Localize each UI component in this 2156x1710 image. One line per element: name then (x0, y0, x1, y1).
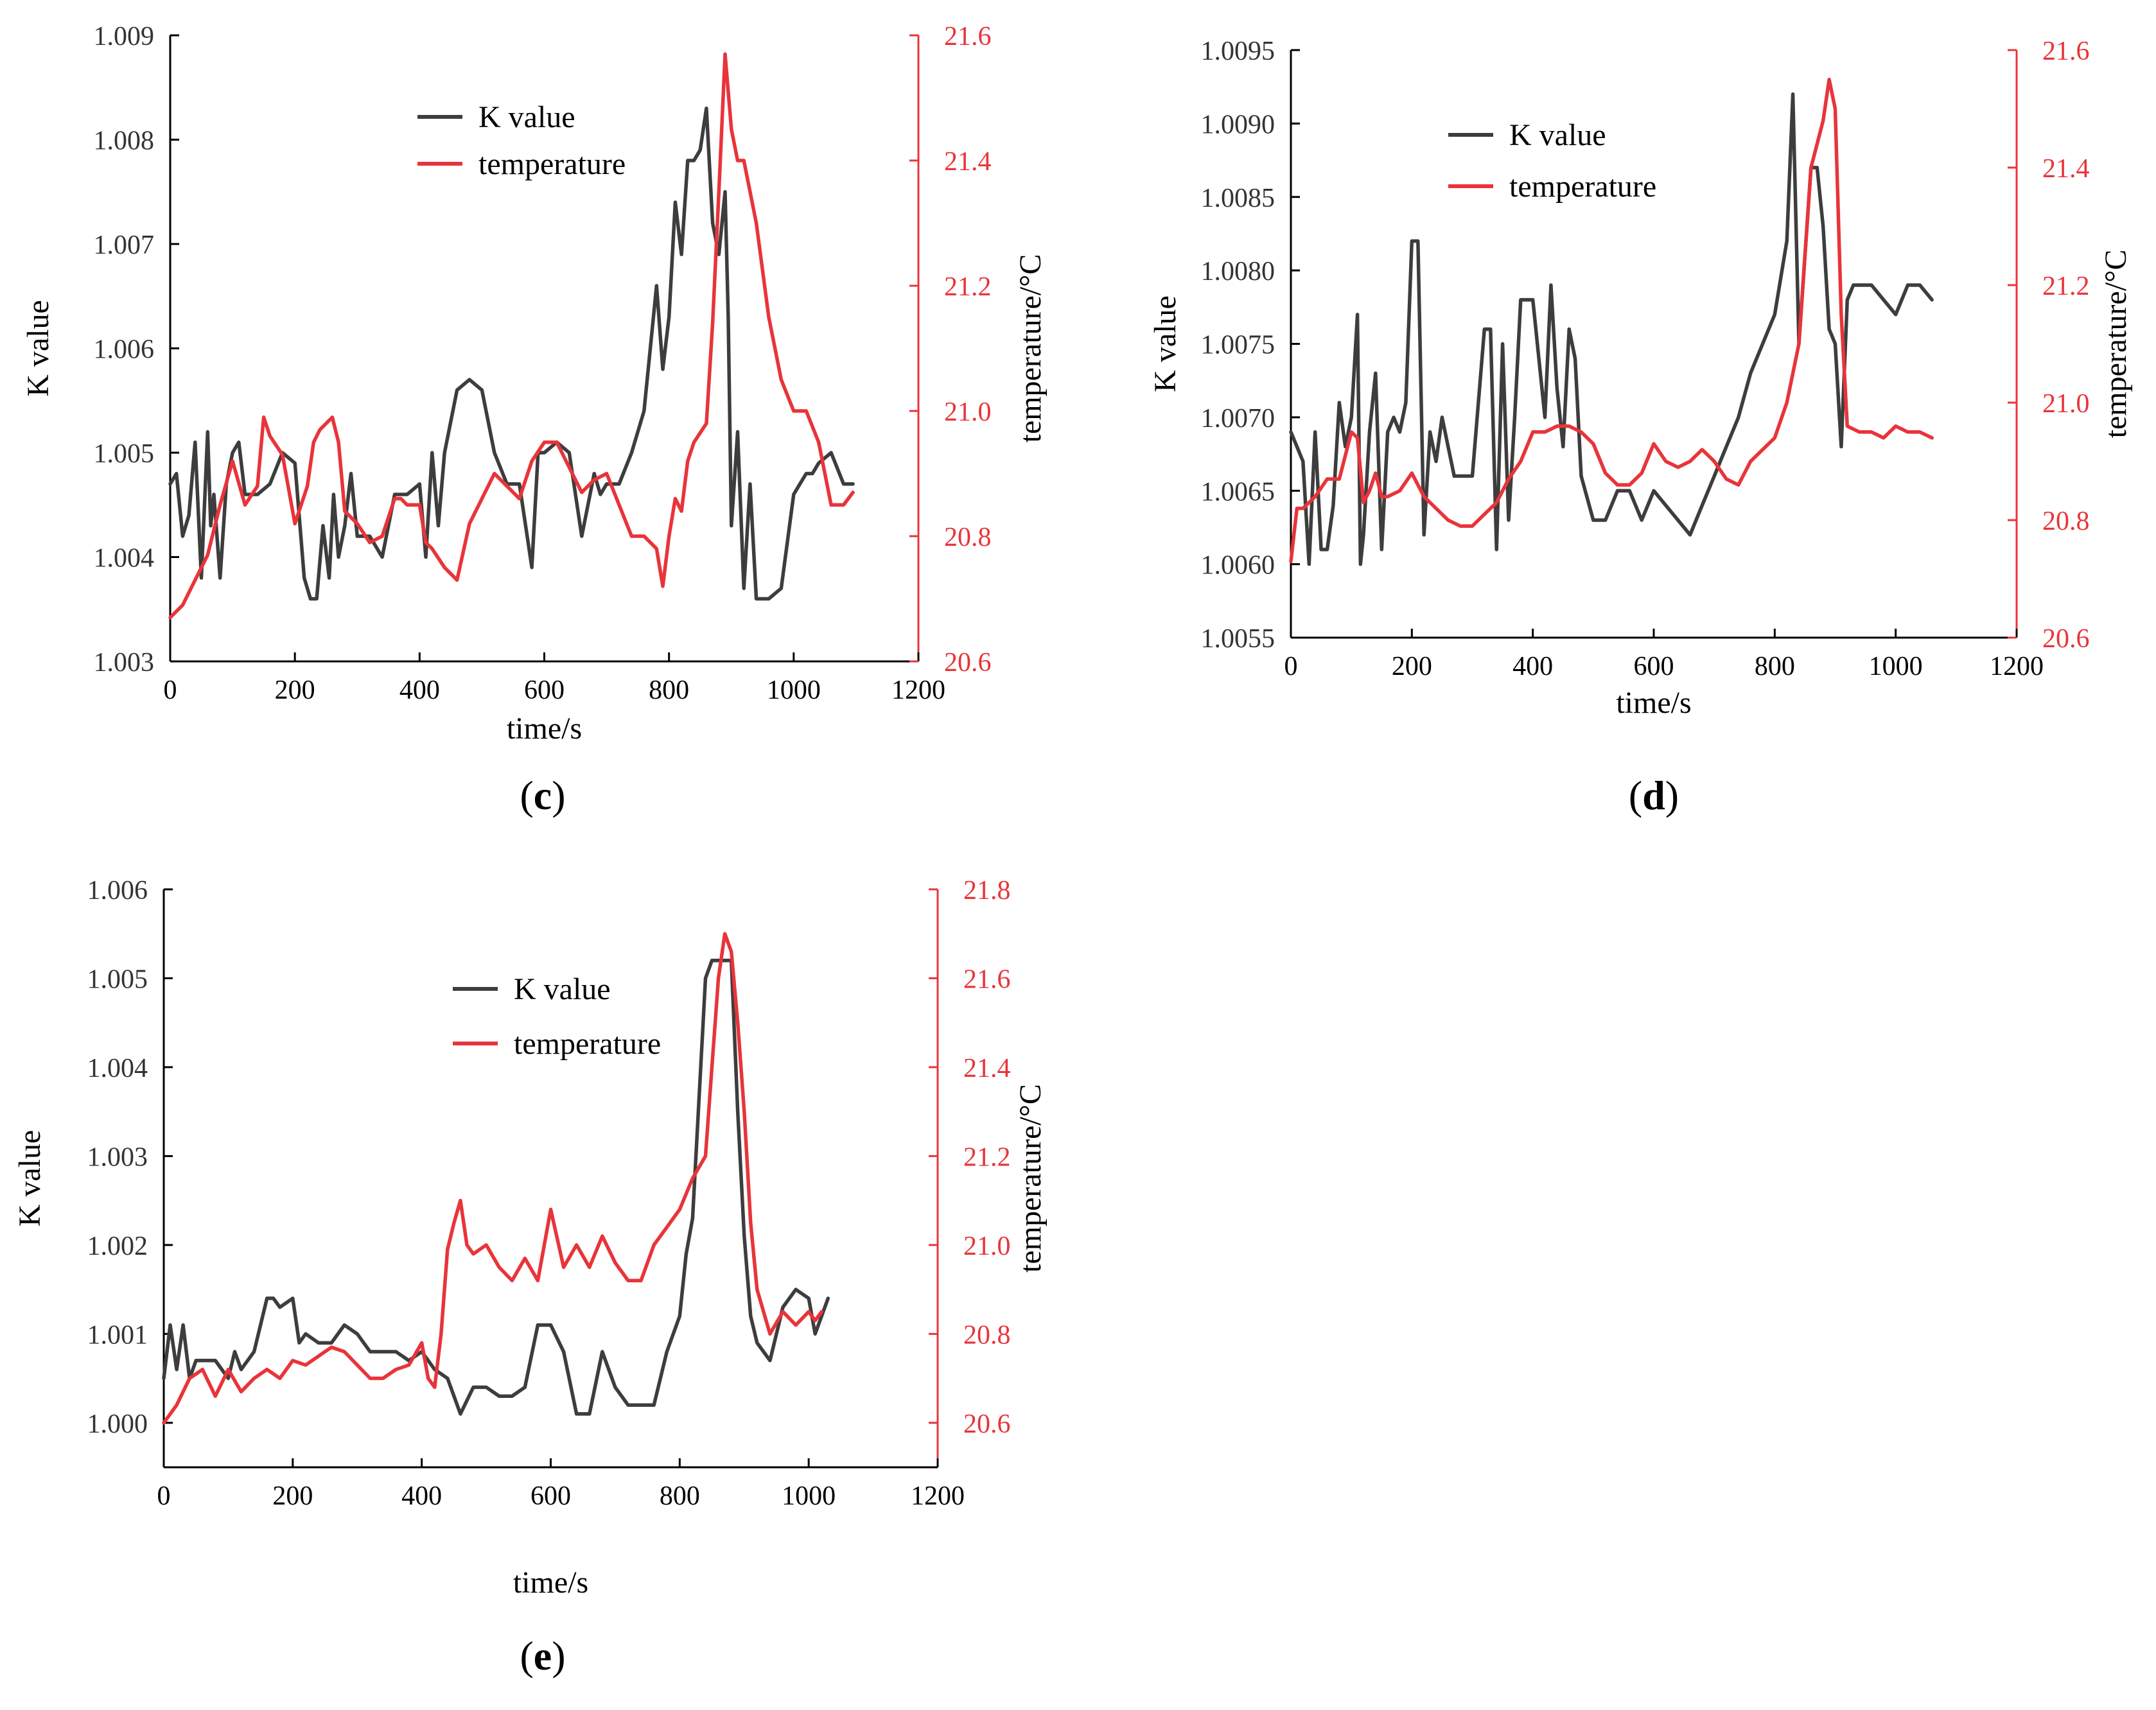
y-tick-label: 1.0060 (1201, 551, 1275, 580)
y-tick-label: 1.006 (87, 876, 148, 905)
y2-tick-label: 21.8 (963, 876, 1011, 905)
x-tick-label: 0 (157, 1481, 171, 1511)
legend-temperature-label: temperature (1509, 170, 1656, 204)
y-tick-label: 1.000 (87, 1409, 148, 1439)
y2-tick-label: 21.6 (944, 22, 992, 51)
x-axis-label: time/s (507, 711, 582, 746)
panel-caption-letter: e (534, 1633, 552, 1679)
y2-tick-label: 21.0 (2042, 389, 2090, 419)
x-tick-label: 1000 (767, 676, 821, 705)
y2-tick-label: 20.6 (2042, 624, 2090, 654)
y-tick-label: 1.001 (87, 1320, 148, 1350)
legend-k-value-label: K value (514, 972, 611, 1006)
y-tick-label: 1.006 (94, 335, 155, 365)
y-tick-label: 1.003 (87, 1142, 148, 1172)
y-axis-label: K value (21, 300, 55, 397)
x-tick-label: 400 (399, 676, 440, 705)
x-tick-label: 800 (1755, 652, 1795, 681)
y2-tick-label: 21.2 (963, 1142, 1011, 1172)
chart-panel-e: 0 200 400 600 800 1000 1200 1.000 1.001 1.002 1.00… (13, 876, 1047, 1679)
k-value-line (162, 959, 830, 1416)
y-tick-label: 1.008 (94, 127, 155, 156)
y2-tick-label: 20.6 (963, 1409, 1011, 1439)
legend-k-value-label: K value (478, 100, 575, 134)
y-tick-label: 1.0070 (1201, 404, 1275, 433)
y2-tick-label: 21.4 (2042, 154, 2090, 184)
panel-caption: (e) (520, 1633, 565, 1679)
y2-tick-label: 21.0 (944, 397, 992, 427)
x-tick-label: 1200 (1990, 652, 2044, 681)
x-tick-label: 400 (1512, 652, 1553, 681)
y-tick-label: 1.0085 (1201, 184, 1275, 213)
x-tick-label: 600 (530, 1481, 571, 1511)
y2-tick-label: 20.6 (944, 648, 992, 677)
y-tick-label: 1.0080 (1201, 257, 1275, 286)
y2-tick-label: 21.0 (963, 1232, 1011, 1261)
y-tick-label: 1.002 (87, 1232, 148, 1261)
y2-tick-label: 21.4 (944, 147, 992, 177)
x-tick-label: 0 (1284, 652, 1298, 681)
x-tick-label: 200 (1392, 652, 1432, 681)
legend-k-value-label: K value (1509, 118, 1606, 152)
k-value-line (168, 106, 855, 601)
y2-tick-label: 21.6 (963, 964, 1011, 994)
y-tick-label: 1.009 (94, 22, 155, 51)
x-tick-label: 200 (275, 676, 315, 705)
x-tick-label: 0 (164, 676, 177, 705)
panel-caption-letter: c (534, 772, 552, 818)
x-tick-label: 600 (1634, 652, 1674, 681)
x-tick-label: 800 (649, 676, 689, 705)
panel-caption: (c) (520, 772, 565, 818)
y-tick-label: 1.003 (94, 648, 155, 677)
temperature-line (1289, 78, 1934, 563)
x-tick-label: 1200 (911, 1481, 965, 1511)
y-tick-label: 1.007 (94, 231, 155, 260)
x-axis-label: time/s (513, 1566, 588, 1600)
x-tick-label: 800 (660, 1481, 700, 1511)
y-tick-label: 1.0065 (1201, 477, 1275, 507)
y-tick-label: 1.005 (87, 964, 148, 994)
legend-temperature-label: temperature (514, 1027, 661, 1061)
y-tick-label: 1.005 (94, 439, 155, 469)
y-tick-label: 1.0075 (1201, 331, 1275, 360)
y2-tick-label: 20.8 (963, 1320, 1011, 1350)
y2-tick-label: 20.8 (944, 523, 992, 552)
x-axis-label: time/s (1616, 686, 1691, 720)
y-tick-label: 1.0095 (1201, 37, 1275, 66)
x-tick-label: 600 (524, 676, 565, 705)
panel-caption: (d) (1629, 772, 1679, 818)
x-tick-label: 200 (272, 1481, 313, 1511)
y-tick-label: 1.0090 (1201, 110, 1275, 139)
temperature-line (162, 932, 824, 1425)
y2-tick-label: 21.2 (944, 272, 992, 302)
y2-axis-label: temperature/°C (1013, 1084, 1047, 1273)
y-axis-label: K value (1148, 295, 1182, 392)
y2-tick-label: 21.2 (2042, 272, 2090, 301)
y-axis-label: K value (13, 1130, 47, 1227)
chart-panel-c: 0 200 400 600 800 1000 1200 1.003 1.004 1.005 1.00… (21, 22, 1047, 818)
x-tick-label: 1200 (891, 676, 945, 705)
k-value-line (1289, 92, 1934, 566)
panel-caption-letter: d (1642, 772, 1665, 818)
temperature-line (168, 52, 855, 620)
y2-tick-label: 20.8 (2042, 507, 2090, 536)
legend-temperature-label: temperature (478, 147, 626, 181)
y2-tick-label: 21.4 (963, 1054, 1011, 1083)
y2-axis-label: temperature/°C (2099, 250, 2133, 439)
chart-panel-d: 0 200 400 600 800 1000 1200 1.0055 1.0060 1.0065 1… (1148, 37, 2133, 818)
y-tick-label: 1.0055 (1201, 624, 1275, 654)
x-tick-label: 1000 (1869, 652, 1923, 681)
y2-tick-label: 21.6 (2042, 37, 2090, 66)
y-tick-label: 1.004 (87, 1054, 148, 1083)
x-tick-label: 1000 (782, 1481, 836, 1511)
x-tick-label: 400 (401, 1481, 442, 1511)
y2-axis-label: temperature/°C (1013, 254, 1047, 443)
y-tick-label: 1.004 (94, 544, 155, 573)
